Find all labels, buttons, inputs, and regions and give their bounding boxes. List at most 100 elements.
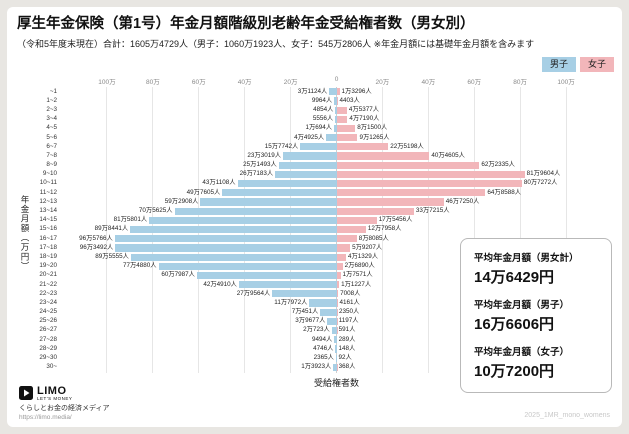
pyramid-row: 30~ 1万3923人 368人 <box>31 363 612 372</box>
male-value-label: 15万7742人 <box>264 142 299 150</box>
female-bar <box>336 115 348 123</box>
average-summary-box: 平均年金月額（男女計） 14万6429円 平均年金月額（男子） 16万6606円… <box>460 238 612 393</box>
male-bar <box>275 170 337 178</box>
female-value-label: 1万3296人 <box>341 87 372 95</box>
male-value-label: 77万4880人 <box>123 262 157 270</box>
category-label: 7~8 <box>46 151 57 159</box>
male-half: 2365人 <box>61 354 337 363</box>
male-value-label: 11万7972人 <box>274 298 308 306</box>
male-bar <box>327 317 337 325</box>
male-value-label: 2万723人 <box>303 326 330 334</box>
male-bar <box>272 290 337 298</box>
pyramid-row: 11~12 49万7605人 64万8588人 <box>31 188 612 197</box>
male-bar <box>158 262 337 270</box>
category-label: 20~21 <box>39 271 57 279</box>
female-half: 62万2335人 <box>336 161 613 170</box>
male-half: 26万7183人 <box>61 170 337 179</box>
male-bar <box>278 161 337 169</box>
summary-value: 10万7200円 <box>474 363 555 380</box>
male-bar <box>335 345 337 353</box>
female-bar <box>336 225 366 234</box>
axis-tick-label: 60万 <box>467 79 482 87</box>
pyramid-row: 18~19 89万5555人 4万1329人 <box>31 253 612 262</box>
pyramid-row: 7~8 23万3019人 40万4605人 <box>31 151 612 160</box>
male-value-label: 25万1493人 <box>243 161 277 169</box>
category-label: 30~ <box>46 363 57 371</box>
pyramid-row: 24~25 7万451人 2350人 <box>31 308 612 317</box>
male-half: 7万451人 <box>61 308 337 317</box>
female-value-label: 92人 <box>338 354 352 361</box>
male-value-label: 3万9677人 <box>295 317 326 325</box>
axis-tick-label: 40万 <box>237 79 252 87</box>
male-bar <box>130 225 337 234</box>
summary-item-female: 平均年金月額（女子） 10万7200円 <box>474 344 598 381</box>
male-half: 81万5801人 <box>61 216 337 225</box>
male-value-label: 3万1124人 <box>297 87 328 95</box>
pyramid-row: 15~16 89万8441人 12万7958人 <box>31 225 612 234</box>
male-value-label: 1万694人 <box>305 124 333 132</box>
male-bar <box>335 115 337 123</box>
male-value-label: 27万9564人 <box>236 289 271 297</box>
limo-url: https://limo.media/ <box>19 414 72 421</box>
limo-tagline: くらしとお金の経済メディア <box>19 405 110 412</box>
male-bar <box>200 198 337 206</box>
female-bar <box>336 189 486 197</box>
category-label: 23~24 <box>39 298 57 306</box>
female-half: 4161人 <box>336 298 613 307</box>
male-half: 5556人 <box>61 115 337 124</box>
male-value-label: 4万4925人 <box>294 133 325 141</box>
female-half: 368人 <box>336 363 613 372</box>
male-value-label: 96万5766人 <box>79 234 113 242</box>
pyramid-chart: 年金月額（万円） 100万 80万 60万 40万 20万 0 20万 40万 60万 80万 10… <box>17 76 612 389</box>
male-value-label: 4746人 <box>313 344 334 352</box>
category-label: 8~9 <box>46 161 57 169</box>
pyramid-row: 22~23 27万9564人 7008人 <box>31 289 612 298</box>
female-half: 8万8085人 <box>336 234 613 243</box>
male-bar <box>237 180 337 188</box>
male-bar <box>114 235 337 243</box>
male-value-label: 60万7987人 <box>161 271 195 279</box>
male-bar <box>320 308 337 316</box>
male-half: 9494人 <box>61 335 337 344</box>
female-value-label: 2350人 <box>339 308 360 316</box>
female-bar <box>336 152 430 160</box>
legend-female-chip: 女子 <box>579 57 614 72</box>
watermark-note: 2025_1MR_mono_womens <box>524 412 610 419</box>
male-value-label: 7万451人 <box>291 308 319 316</box>
male-value-label: 42万4910人 <box>203 280 237 288</box>
gridline <box>473 87 475 373</box>
female-half: 17万5456人 <box>336 216 613 225</box>
pyramid-row: 20~21 60万7987人 1万7571人 <box>31 271 612 280</box>
category-label: 2~3 <box>46 105 57 113</box>
pyramid-row: 21~22 42万4910人 1万1227人 <box>31 280 612 289</box>
male-value-label: 70万5625人 <box>138 207 173 214</box>
male-value-label: 26万7183人 <box>239 170 274 178</box>
female-bar <box>336 271 341 280</box>
male-value-label: 49万7605人 <box>186 188 221 196</box>
male-bar <box>300 143 337 151</box>
male-half: 4854人 <box>61 106 337 115</box>
female-bar <box>336 281 340 289</box>
category-label: 15~16 <box>39 225 57 233</box>
page-title: 厚生年金保険（第1号）年金月額階級別老齢年金受給権者数（男女別） <box>17 16 475 32</box>
category-label: 4~5 <box>46 124 57 132</box>
female-half: 1万7571人 <box>336 271 613 280</box>
female-half: 1万1227人 <box>336 280 613 289</box>
male-bar <box>115 244 337 252</box>
category-label: 10~11 <box>39 179 57 187</box>
female-half: 7008人 <box>336 289 613 298</box>
category-label: 14~15 <box>39 216 57 224</box>
male-bar <box>331 327 337 335</box>
limo-logo-text: LIMO <box>37 384 67 397</box>
female-value-label: 4万7190人 <box>349 115 380 123</box>
male-half: 89万8441人 <box>61 225 337 234</box>
limo-logo-icon <box>19 386 33 401</box>
category-label: 1~2 <box>46 96 57 104</box>
limo-logo-sub: LET'S MONEY <box>37 395 73 401</box>
male-half: 4万4925人 <box>61 133 337 142</box>
female-value-label: 2万6890人 <box>344 262 375 270</box>
category-label: 27~28 <box>39 335 57 343</box>
category-label: 22~23 <box>39 289 57 297</box>
female-bar <box>336 207 414 215</box>
male-half: 89万5555人 <box>61 253 337 262</box>
